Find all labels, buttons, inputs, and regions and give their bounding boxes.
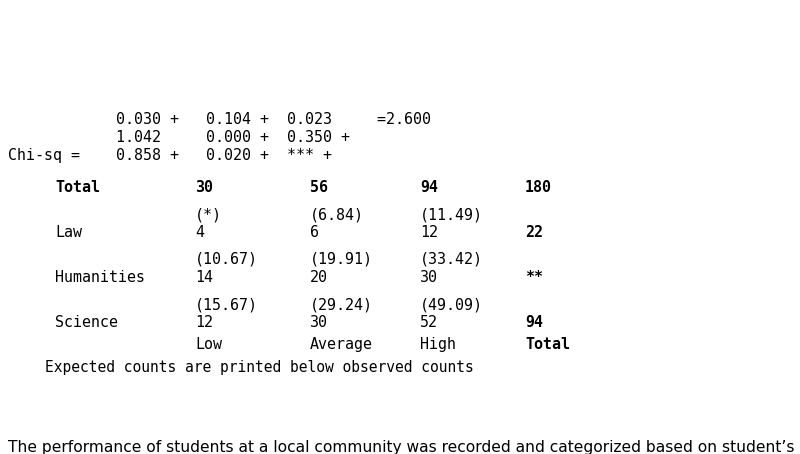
Text: Total: Total bbox=[525, 337, 570, 352]
Text: (10.67): (10.67) bbox=[195, 252, 258, 267]
Text: 180: 180 bbox=[525, 180, 552, 195]
Text: (11.49): (11.49) bbox=[420, 207, 483, 222]
Text: 22: 22 bbox=[525, 225, 543, 240]
Text: Law: Law bbox=[55, 225, 82, 240]
Text: 56: 56 bbox=[310, 180, 328, 195]
Text: Average: Average bbox=[310, 337, 373, 352]
Text: (*): (*) bbox=[195, 207, 222, 222]
Text: 14: 14 bbox=[195, 270, 213, 285]
Text: (49.09): (49.09) bbox=[420, 297, 483, 312]
Text: 0.030 +   0.104 +  0.023     =2.600: 0.030 + 0.104 + 0.023 =2.600 bbox=[8, 112, 431, 127]
Text: (6.84): (6.84) bbox=[310, 207, 364, 222]
Text: Humanities: Humanities bbox=[55, 270, 145, 285]
Text: Science: Science bbox=[55, 315, 118, 330]
Text: **: ** bbox=[525, 270, 543, 285]
Text: 94: 94 bbox=[525, 315, 543, 330]
Text: 1.042     0.000 +  0.350 +: 1.042 0.000 + 0.350 + bbox=[8, 130, 350, 145]
Text: 6: 6 bbox=[310, 225, 319, 240]
Text: 52: 52 bbox=[420, 315, 438, 330]
Text: Expected counts are printed below observed counts: Expected counts are printed below observ… bbox=[45, 360, 474, 375]
Text: (19.91): (19.91) bbox=[310, 252, 373, 267]
Text: 30: 30 bbox=[195, 180, 213, 195]
Text: 94: 94 bbox=[420, 180, 438, 195]
Text: Total: Total bbox=[55, 180, 100, 195]
Text: (15.67): (15.67) bbox=[195, 297, 258, 312]
Text: Chi-sq =    0.858 +   0.020 +  *** +: Chi-sq = 0.858 + 0.020 + *** + bbox=[8, 148, 332, 163]
Text: (29.24): (29.24) bbox=[310, 297, 373, 312]
Text: 12: 12 bbox=[420, 225, 438, 240]
Text: 30: 30 bbox=[420, 270, 438, 285]
Text: 20: 20 bbox=[310, 270, 328, 285]
Text: High: High bbox=[420, 337, 456, 352]
Text: 30: 30 bbox=[310, 315, 328, 330]
Text: Low: Low bbox=[195, 337, 222, 352]
Text: (33.42): (33.42) bbox=[420, 252, 483, 267]
Text: 12: 12 bbox=[195, 315, 213, 330]
Text: 4: 4 bbox=[195, 225, 204, 240]
Text: The performance of students at a local community was recorded and categorized ba: The performance of students at a local c… bbox=[8, 440, 794, 454]
